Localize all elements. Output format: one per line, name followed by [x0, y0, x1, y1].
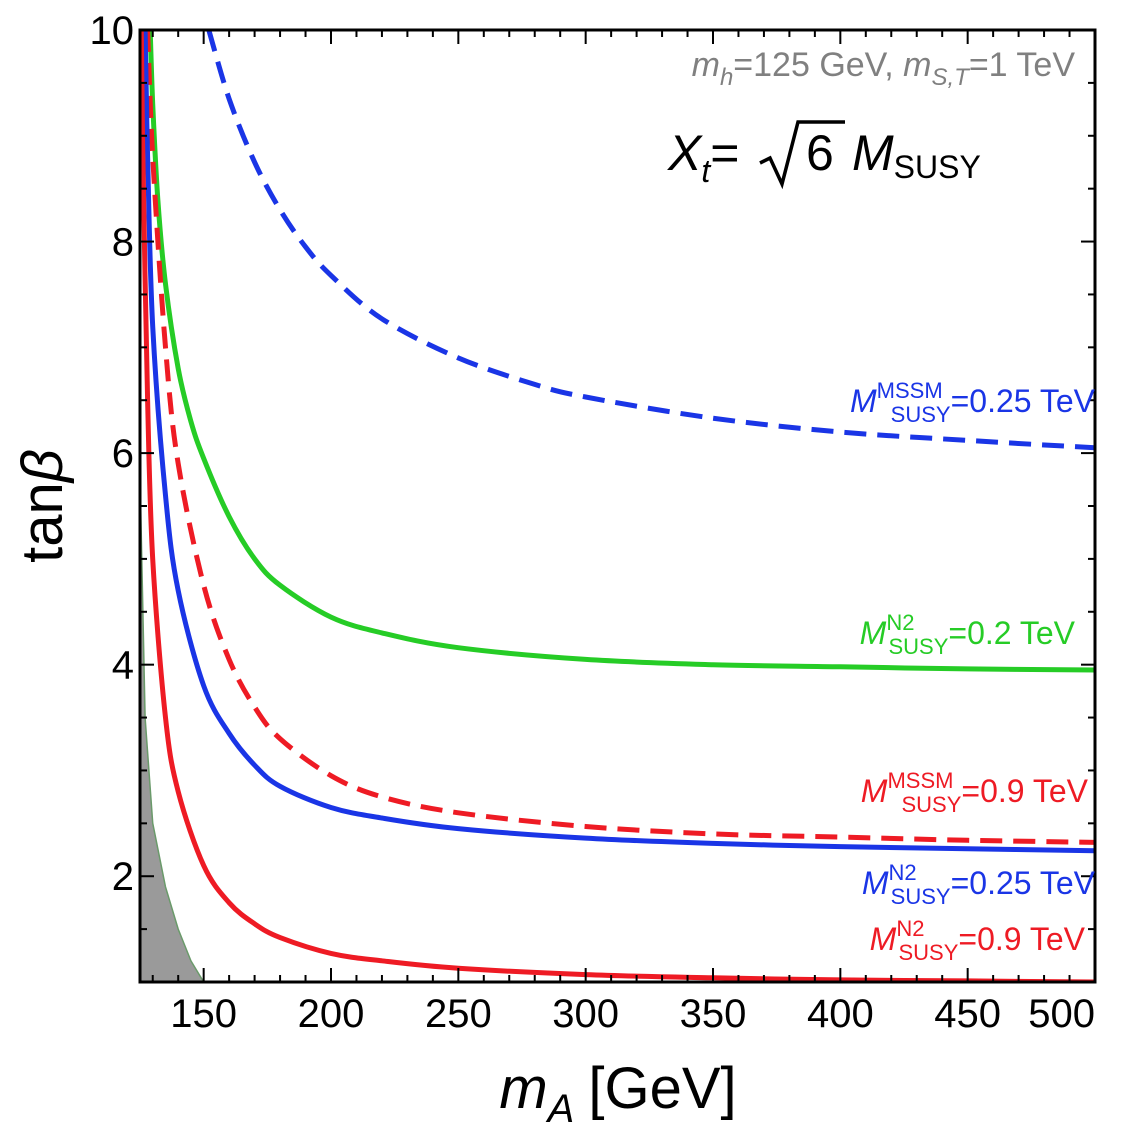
curve-5: [140, 30, 1095, 982]
sqrt-sign: [759, 120, 845, 190]
y-tick-label: 10: [90, 9, 135, 53]
x-tick-label: 200: [298, 992, 365, 1036]
excluded-region-layer: [140, 474, 205, 982]
xt-annotation: Xt= 6 MSUSY: [667, 120, 981, 190]
svg-text:MSUSY: MSUSY: [852, 125, 981, 185]
y-tick-label: 4: [112, 644, 134, 688]
parameter-annotation: mh=125 GeV, mS,T=1 TeV: [692, 46, 1076, 91]
excluded-region: [140, 474, 205, 982]
curve-label-2: MN2 SUSY=0.2 TeV: [860, 610, 1076, 659]
curve-label-3: MMSSM SUSY=0.9 TeV: [861, 768, 1089, 817]
y-axis-label: tanβ: [10, 449, 75, 563]
y-tick-label: 2: [112, 855, 134, 899]
curve-3: [145, 30, 1095, 845]
curve-1: [206, 30, 1095, 451]
x-tick-label: 500: [1028, 992, 1095, 1036]
x-tick-label: 150: [170, 992, 237, 1036]
curve-label-layer: MMSSM SUSY=0.25 TeV MN2 SUSY=0.2 TeV MMSSM SU…: [850, 378, 1096, 965]
x-tick-label: 400: [807, 992, 874, 1036]
x-tick-label: 250: [425, 992, 492, 1036]
curve-label-4: MN2 SUSY=0.25 TeV: [862, 860, 1096, 909]
curve-label-1: MMSSM SUSY=0.25 TeV: [850, 378, 1096, 427]
x-tick-label: 450: [934, 992, 1001, 1036]
svg-text:Xt=: Xt=: [667, 125, 739, 189]
y-tick-label: 8: [112, 221, 134, 265]
curve-2: [147, 30, 1095, 673]
curve-4: [142, 30, 1095, 854]
curve-label-5: MN2 SUSY=0.9 TeV: [870, 916, 1086, 965]
x-axis-label: mA [GeV]: [499, 1056, 736, 1124]
x-tick-label: 350: [680, 992, 747, 1036]
tick-label-layer: 150 200 250 300 350 400 450 500 2 4 6 8 10: [90, 9, 1096, 1036]
y-tick-label: 6: [112, 432, 134, 476]
svg-text:6: 6: [806, 125, 834, 181]
tick-layer: [140, 29, 1096, 982]
x-tick-label: 300: [552, 992, 619, 1036]
curve-layer: [140, 30, 1095, 982]
